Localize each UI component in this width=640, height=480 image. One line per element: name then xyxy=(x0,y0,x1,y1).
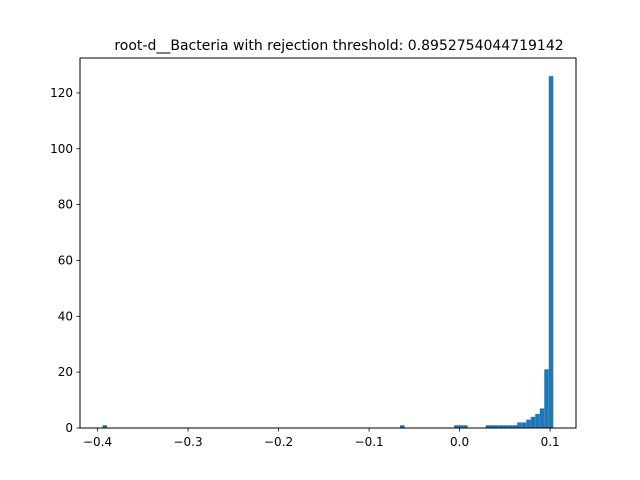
histogram-bar xyxy=(490,425,495,428)
histogram-bar xyxy=(521,422,527,428)
y-tick-label: 40 xyxy=(58,309,73,323)
y-tick-label: 100 xyxy=(50,142,73,156)
histogram-bar xyxy=(485,425,491,428)
chart-title: root-d__Bacteria with rejection threshol… xyxy=(114,38,563,54)
histogram-bar xyxy=(503,425,509,428)
histogram-bar xyxy=(535,414,540,428)
histogram-bar xyxy=(499,425,504,428)
x-tick-label: 0.0 xyxy=(450,435,469,449)
histogram-bar xyxy=(517,422,522,428)
x-tick-label: −0.4 xyxy=(83,435,112,449)
histogram-bar xyxy=(494,425,500,428)
y-tick-label: 20 xyxy=(58,365,73,379)
histogram-bar xyxy=(102,425,108,428)
histogram-bar xyxy=(526,419,531,428)
y-axis: 0 20 40 60 80 100 120 xyxy=(50,86,80,435)
histogram-bar xyxy=(463,425,468,428)
histogram-bar xyxy=(530,416,536,428)
bars-group xyxy=(102,76,554,428)
histogram-bar xyxy=(539,408,545,428)
x-tick-label: −0.1 xyxy=(355,435,384,449)
plot-frame xyxy=(79,57,577,429)
y-tick-label: 120 xyxy=(50,86,73,100)
histogram-bar xyxy=(544,369,549,428)
histogram-bar xyxy=(458,425,464,428)
x-tick-label: 0.1 xyxy=(541,435,560,449)
histogram-bar xyxy=(512,425,518,428)
histogram-bar xyxy=(454,425,459,428)
x-axis: −0.4 −0.3 −0.2 −0.1 0.0 0.1 xyxy=(83,428,560,449)
histogram-bar xyxy=(400,425,405,428)
x-tick-label: −0.2 xyxy=(264,435,293,449)
y-tick-label: 0 xyxy=(65,421,73,435)
histogram-bar xyxy=(548,76,554,428)
y-tick-label: 60 xyxy=(58,253,73,267)
x-tick-label: −0.3 xyxy=(173,435,202,449)
histogram-bar xyxy=(508,425,513,428)
y-tick-label: 80 xyxy=(58,198,73,212)
